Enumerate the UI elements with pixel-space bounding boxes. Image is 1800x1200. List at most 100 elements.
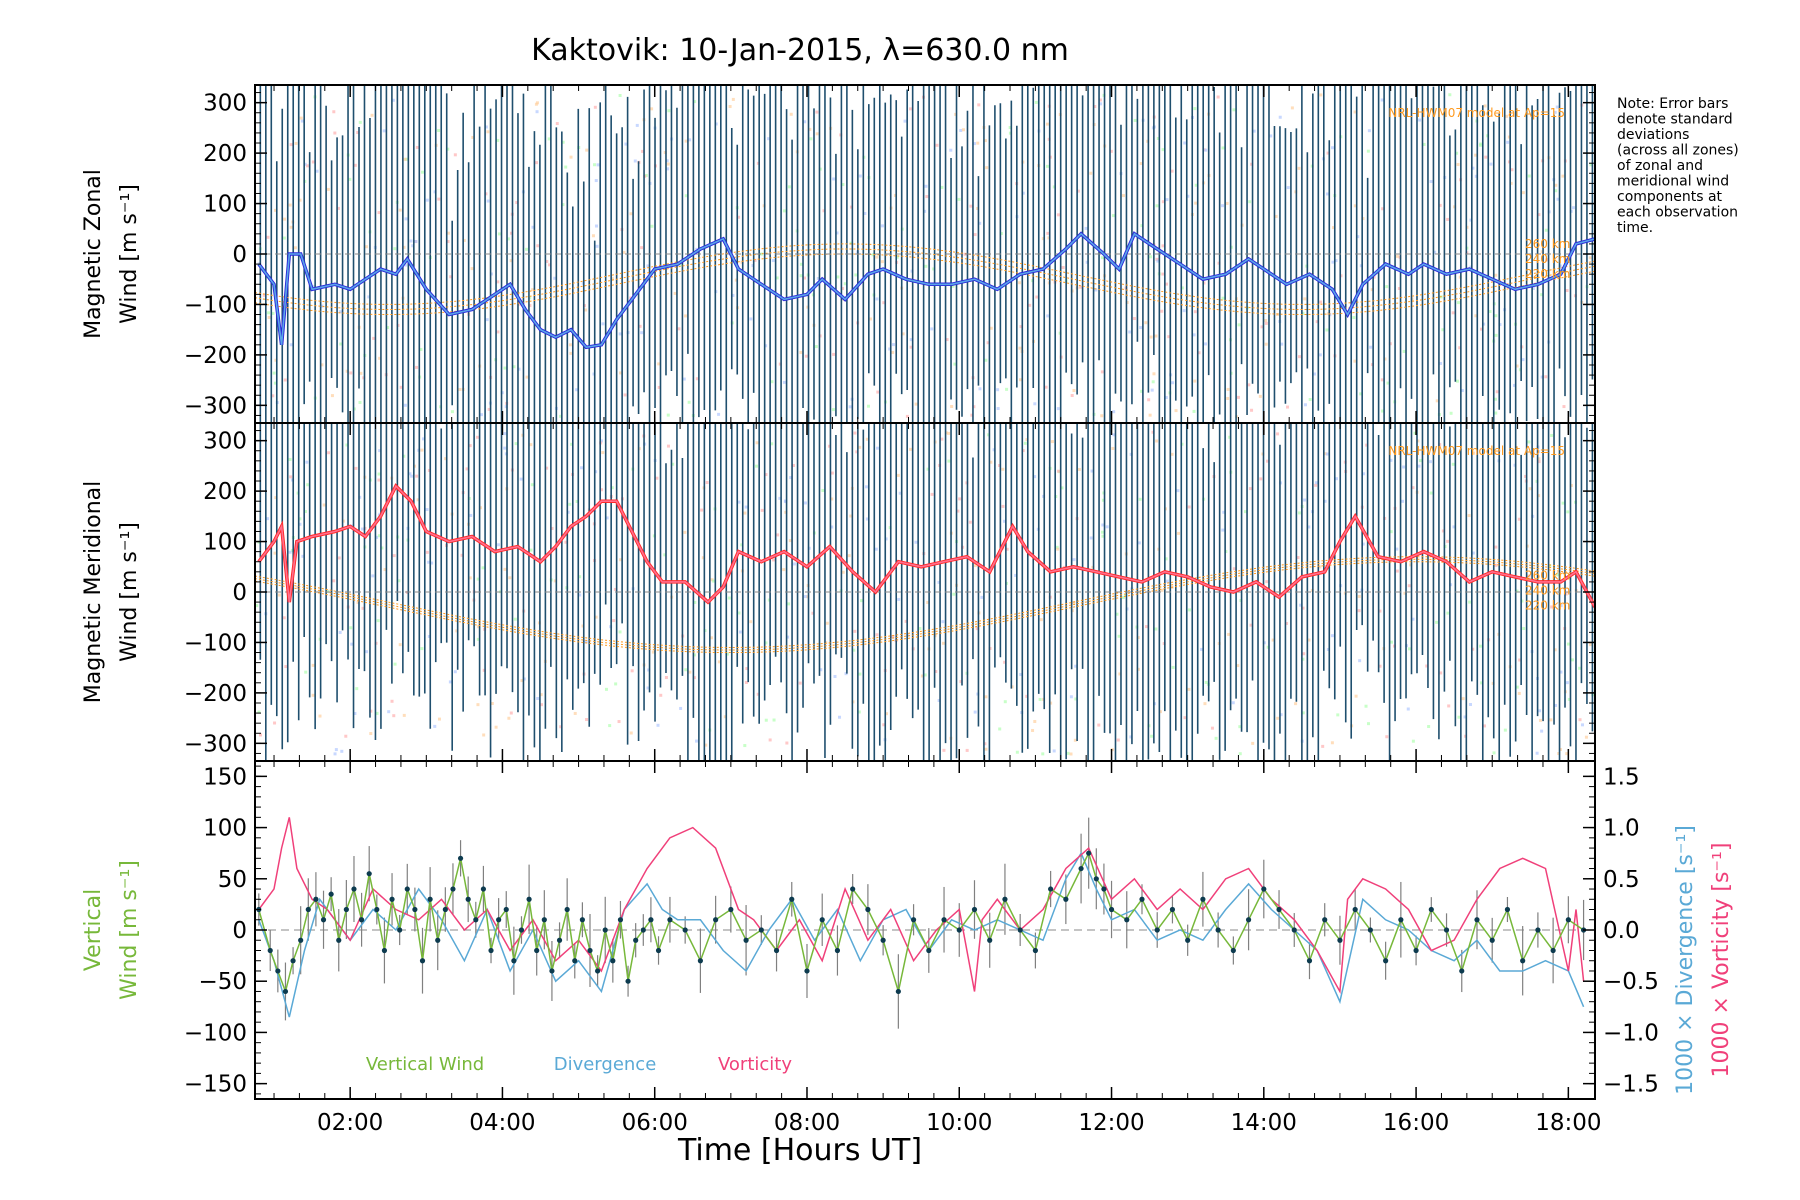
- zone-point: [288, 550, 292, 554]
- vertical-point: [971, 906, 978, 913]
- y2-tick-label: 1.0: [1603, 816, 1640, 842]
- zone-point: [976, 141, 980, 145]
- zone-point: [1066, 751, 1070, 755]
- zone-point: [1045, 164, 1049, 168]
- zone-point: [446, 147, 450, 151]
- zone-point: [1427, 725, 1431, 729]
- zone-point: [453, 670, 457, 674]
- y-tick-label: −50: [198, 969, 247, 995]
- vertical-point: [610, 958, 616, 964]
- zone-point: [344, 734, 348, 738]
- zone-point: [945, 338, 949, 342]
- zone-point: [530, 483, 534, 487]
- zone-point: [1099, 102, 1103, 106]
- vertical-point: [1383, 958, 1389, 964]
- zone-point: [1171, 665, 1175, 669]
- zone-point: [1468, 702, 1472, 706]
- zone-point: [972, 142, 976, 146]
- zone-point: [853, 431, 857, 435]
- zone-point: [1038, 697, 1042, 701]
- zone-point: [584, 308, 588, 312]
- vertical-point: [1063, 896, 1069, 902]
- zone-point: [855, 450, 859, 454]
- zone-point: [519, 477, 523, 481]
- vertical-point: [374, 906, 380, 913]
- vertical-point: [488, 947, 494, 954]
- zone-point: [1155, 257, 1159, 261]
- zone-point: [989, 326, 993, 330]
- zone-point: [1061, 266, 1065, 270]
- zone-point: [1479, 142, 1483, 146]
- zone-point: [1505, 114, 1509, 118]
- zone-point: [272, 371, 276, 375]
- zone-point: [1455, 379, 1459, 383]
- zone-point: [1353, 359, 1357, 363]
- altitude-label: 240 km: [1525, 583, 1570, 597]
- zone-point: [815, 110, 819, 114]
- zone-point: [561, 140, 565, 144]
- zone-point: [531, 288, 535, 292]
- y-tick-label: 100: [203, 816, 247, 842]
- zone-point: [503, 567, 507, 571]
- vertical-points: [256, 850, 1587, 995]
- zone-point: [976, 207, 980, 211]
- zone-point: [1515, 364, 1519, 368]
- zone-point: [1161, 244, 1165, 248]
- vertical-point: [1337, 937, 1343, 943]
- zone-point: [420, 647, 424, 651]
- zone-point: [352, 407, 356, 411]
- zone-point: [397, 579, 401, 583]
- zone-point: [714, 122, 718, 126]
- zone-point: [740, 543, 744, 547]
- vertical-point: [518, 927, 525, 933]
- zone-point: [1380, 378, 1384, 382]
- vertical-point: [1535, 927, 1541, 933]
- zone-point: [353, 163, 357, 167]
- zone-point: [332, 579, 336, 583]
- zone-point: [803, 501, 807, 505]
- vertical-point: [336, 937, 342, 943]
- zone-point: [1076, 189, 1080, 193]
- zone-point: [1403, 591, 1407, 595]
- zone-point: [350, 642, 354, 646]
- zone-point: [1307, 638, 1311, 642]
- zone-point: [356, 600, 360, 604]
- zone-point: [594, 615, 598, 619]
- zone-point: [455, 629, 459, 633]
- zone-point: [1220, 204, 1224, 208]
- panel-vertical: Vertical Wind Divergence Vorticity −1.5 −1.0…: [81, 760, 1734, 1136]
- zone-point: [267, 315, 271, 319]
- zone-point: [535, 101, 539, 105]
- zone-point: [1565, 289, 1569, 293]
- y-tick-label: −300: [184, 731, 247, 757]
- zone-point: [1121, 596, 1125, 600]
- zone-point: [1222, 510, 1226, 514]
- zone-point: [871, 253, 875, 257]
- zone-point: [914, 540, 918, 544]
- vertical-point: [1398, 917, 1404, 923]
- zone-point: [1149, 335, 1153, 339]
- zone-point: [1132, 317, 1136, 321]
- zone-point: [932, 267, 936, 271]
- zone-point: [481, 566, 485, 570]
- zone-point: [1194, 201, 1198, 205]
- zone-point: [666, 413, 670, 417]
- zone-point: [1046, 231, 1050, 235]
- zone-point: [1318, 565, 1322, 569]
- vertical-point: [435, 937, 441, 943]
- zone-point: [1052, 185, 1056, 189]
- zone-point: [1527, 574, 1531, 578]
- zone-point: [594, 224, 598, 228]
- vorticity-axis-label: 1000 × Vorticity [s⁻¹]: [1709, 843, 1734, 1078]
- zone-point: [1274, 214, 1278, 218]
- zone-point: [1493, 397, 1497, 401]
- zone-point: [1318, 353, 1322, 357]
- zone-point: [358, 120, 362, 124]
- zone-point: [756, 692, 760, 696]
- zone-point: [262, 293, 266, 297]
- zone-point: [1094, 288, 1098, 292]
- zone-point: [348, 177, 352, 181]
- zone-point: [345, 369, 349, 373]
- zone-point: [496, 330, 500, 334]
- zone-point: [1069, 695, 1073, 699]
